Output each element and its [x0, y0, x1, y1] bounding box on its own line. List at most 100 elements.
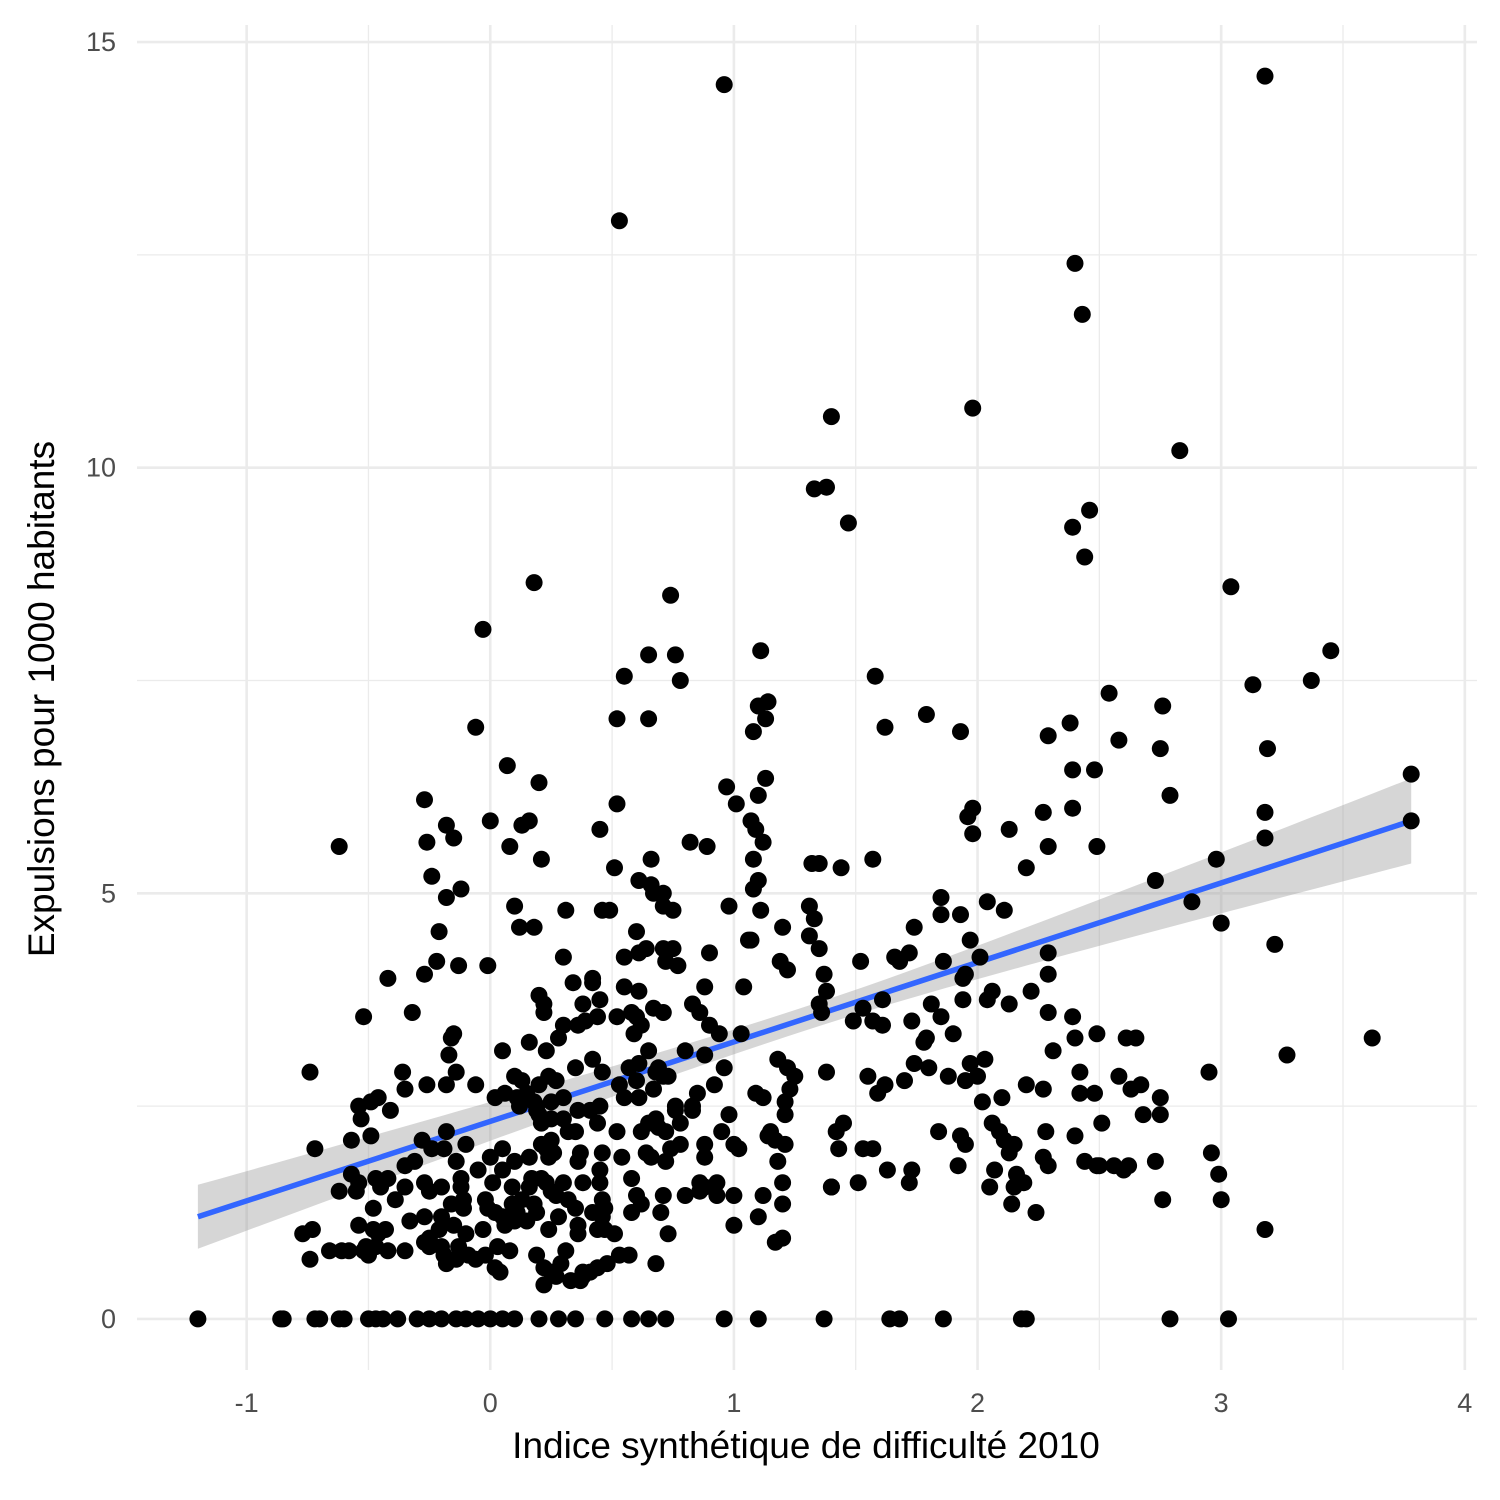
data-point [903, 1012, 921, 1030]
data-point [518, 1212, 536, 1230]
x-tick-label: -1 [235, 1388, 259, 1418]
data-point [754, 1187, 772, 1204]
data-point [652, 1204, 670, 1221]
data-point [457, 1310, 475, 1328]
data-point [691, 1004, 709, 1021]
data-point [330, 838, 348, 855]
data-point [696, 1148, 714, 1166]
data-point [822, 408, 840, 426]
data-point [659, 1067, 677, 1085]
grid-major [137, 25, 1477, 1370]
data-point [610, 1076, 628, 1094]
data-point [1093, 1114, 1111, 1132]
data-point [681, 833, 699, 851]
data-point [1100, 684, 1118, 702]
data-point [550, 1029, 567, 1047]
data-point [520, 1178, 538, 1196]
data-point [1027, 1204, 1045, 1221]
data-point [589, 1114, 606, 1132]
data-point [662, 586, 680, 604]
data-point [971, 948, 989, 966]
data-point [1066, 254, 1084, 272]
data-point [715, 76, 733, 94]
data-point [608, 1008, 626, 1026]
data-point [1086, 1084, 1103, 1102]
data-point [1039, 727, 1057, 745]
data-point [416, 1208, 433, 1226]
data-point [727, 795, 745, 813]
data-point [1037, 1123, 1055, 1141]
data-point [506, 1152, 524, 1170]
confidence-band [197, 778, 1412, 1249]
data-point [776, 1135, 794, 1153]
data-point [752, 642, 770, 660]
data-point [557, 901, 575, 919]
data-point [747, 820, 765, 838]
data-point [452, 880, 470, 898]
data-point [528, 1246, 546, 1264]
data-point [698, 838, 716, 855]
data-point [725, 1187, 743, 1204]
data-point [550, 1208, 567, 1226]
data-point [623, 1170, 641, 1187]
data-point [839, 514, 857, 532]
data-point [642, 1148, 660, 1166]
data-point [408, 1310, 426, 1328]
data-point [547, 1267, 565, 1285]
data-point [306, 1140, 324, 1158]
data-point [372, 1178, 390, 1196]
data-point [437, 889, 455, 906]
data-point [1110, 731, 1128, 749]
data-point [952, 723, 969, 741]
data-point [1402, 765, 1420, 783]
data-point [469, 1310, 487, 1328]
data-point [978, 991, 996, 1009]
data-point [355, 1008, 373, 1026]
data-point [766, 1233, 784, 1251]
data-point [659, 1225, 677, 1243]
data-point [447, 1063, 465, 1081]
data-point [625, 1025, 643, 1043]
data-point [1171, 442, 1189, 460]
data-point [959, 808, 977, 826]
data-point [567, 1199, 584, 1217]
data-point [355, 1242, 373, 1260]
data-point [1183, 893, 1201, 911]
data-point [715, 1310, 733, 1328]
data-point [416, 965, 433, 983]
data-point [1122, 1080, 1140, 1098]
data-point [1154, 1191, 1172, 1209]
data-point [1090, 1157, 1108, 1175]
data-point [1151, 1089, 1169, 1107]
data-point [1256, 67, 1274, 85]
data-point [467, 718, 485, 736]
data-point [1322, 642, 1340, 660]
data-point [342, 1131, 360, 1149]
data-point [995, 901, 1013, 919]
data-point [189, 1310, 207, 1328]
data-point [623, 1310, 641, 1328]
x-tick-label: 0 [483, 1388, 498, 1418]
data-point [735, 978, 753, 996]
data-point [469, 1161, 487, 1179]
data-point [1071, 1063, 1089, 1081]
data-point [1000, 820, 1018, 838]
data-point [598, 1255, 616, 1273]
data-point [1039, 838, 1057, 855]
data-point [435, 1140, 453, 1158]
data-point [506, 897, 524, 915]
data-point [725, 1216, 743, 1234]
data-point [467, 1250, 485, 1268]
data-point [535, 1276, 553, 1294]
data-point [708, 1174, 726, 1192]
data-point [752, 901, 770, 919]
data-point [732, 1025, 750, 1043]
data-point [1064, 518, 1082, 536]
data-point [1151, 1106, 1169, 1124]
data-point [657, 1123, 675, 1141]
data-point [1066, 1029, 1084, 1047]
data-point [386, 1191, 404, 1209]
data-point [654, 1004, 672, 1021]
data-point [330, 1182, 348, 1200]
data-point [944, 1025, 962, 1043]
